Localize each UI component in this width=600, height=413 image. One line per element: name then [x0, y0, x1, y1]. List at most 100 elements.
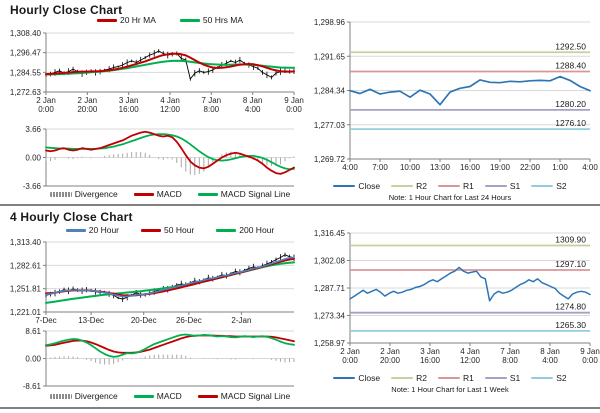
- hourly-macd-legend: Divergence MACD MACD Signal Line: [46, 189, 294, 199]
- svg-text:1,258.97: 1,258.97: [314, 339, 346, 348]
- hourly-close-chart: 1,272.631,284.551,296.471,308.402 Jan0:0…: [10, 29, 304, 114]
- svg-text:8 Jan: 8 Jan: [540, 347, 560, 356]
- svg-text:1,282.61: 1,282.61: [10, 261, 42, 270]
- legend-item-close-week: Close: [333, 373, 380, 383]
- svg-text:7-Dec: 7-Dec: [35, 316, 56, 325]
- macd-signal-legend-swatch: [197, 192, 218, 196]
- week-pivot-legend: Close R2 R1 S1 S2: [305, 373, 595, 383]
- legend-item-20hr-ma: 20 Hr MA: [96, 15, 156, 25]
- svg-text:16:00: 16:00: [420, 356, 441, 365]
- hourly-chart-title: Hourly Close Chart: [10, 3, 123, 17]
- svg-text:20-Dec: 20-Dec: [131, 316, 157, 325]
- legend-item-50hour: 50 Hour: [141, 225, 194, 235]
- week-chart-note: Note: 1 Hour Chart for Last 1 Week: [391, 385, 509, 394]
- svg-text:7 Jan: 7 Jan: [500, 347, 520, 356]
- r2-legend-label: R2: [416, 181, 427, 191]
- legend-item-s1: S1: [484, 181, 521, 191]
- s2-week-legend-label: S2: [556, 373, 567, 383]
- four-hourly-macd-legend: Divergence MACD MACD Signal Line: [46, 391, 294, 401]
- svg-text:3.66: 3.66: [25, 125, 41, 134]
- svg-text:1,291.65: 1,291.65: [314, 52, 346, 61]
- svg-text:1,284.34: 1,284.34: [314, 87, 346, 96]
- ma20-legend-swatch: [96, 18, 117, 22]
- svg-text:8.61: 8.61: [25, 327, 41, 336]
- s2-legend-swatch: [531, 185, 554, 187]
- svg-text:26-Dec: 26-Dec: [176, 316, 202, 325]
- svg-text:4 Jan: 4 Jan: [160, 96, 180, 105]
- hourly-ma-legend: 20 Hr MA 50 Hrs MA: [46, 15, 294, 25]
- svg-text:1,251.81: 1,251.81: [10, 285, 42, 294]
- svg-text:1,316.45: 1,316.45: [314, 229, 346, 238]
- svg-text:1,308.40: 1,308.40: [10, 29, 42, 38]
- ma200h-legend-label: 200 Hour: [239, 225, 275, 235]
- svg-text:16:00: 16:00: [119, 105, 140, 114]
- svg-text:2 Jan: 2 Jan: [78, 96, 98, 105]
- svg-text:2 Jan: 2 Jan: [340, 347, 360, 356]
- svg-text:1276.10: 1276.10: [555, 118, 586, 128]
- day-pivot-chart: 1,269.72 1,277.03 1,284.34 1,291.65 1,298.96…: [314, 18, 598, 172]
- svg-text:1,313.40: 1,313.40: [10, 238, 42, 247]
- svg-text:1280.20: 1280.20: [555, 99, 586, 109]
- legend-item-20hour: 20 Hour: [65, 225, 120, 235]
- s1-legend-swatch: [484, 185, 507, 187]
- hourly-macd-chart: -3.66 0.00 3.66: [23, 125, 295, 191]
- ma20h-legend-swatch: [65, 228, 86, 232]
- svg-text:-8.61: -8.61: [23, 382, 42, 391]
- ma50-legend-label: 50 Hrs MA: [202, 15, 244, 25]
- svg-text:4:00: 4:00: [245, 105, 261, 114]
- divergence-legend-swatch: [49, 191, 72, 197]
- r2-week-legend-swatch: [391, 377, 414, 379]
- legend-item-r1: R1: [437, 181, 474, 191]
- svg-text:8:00: 8:00: [204, 105, 220, 114]
- macd-signal-4h-legend-label: MACD Signal Line: [220, 391, 291, 401]
- s2-week-legend-swatch: [531, 377, 554, 379]
- s2-legend-label: S2: [556, 181, 567, 191]
- svg-text:1265.30: 1265.30: [555, 320, 586, 330]
- svg-text:0:00: 0:00: [342, 356, 358, 365]
- svg-text:7:00: 7:00: [372, 163, 388, 172]
- r2-week-legend-label: R2: [416, 373, 427, 383]
- legend-item-macd: MACD: [133, 189, 182, 199]
- s1-legend-label: S1: [509, 181, 521, 191]
- legend-item-macd-signal: MACD Signal Line: [197, 189, 290, 199]
- svg-text:1,296.47: 1,296.47: [10, 49, 42, 58]
- svg-text:0.00: 0.00: [25, 154, 41, 163]
- svg-text:9 Jan: 9 Jan: [284, 96, 304, 105]
- s1-week-legend-swatch: [484, 377, 507, 379]
- r2-legend-swatch: [391, 185, 414, 187]
- svg-text:9 Jan: 9 Jan: [580, 347, 600, 356]
- svg-text:0:00: 0:00: [38, 105, 54, 114]
- day-pivot-legend: Close R2 R1 S1 S2: [305, 181, 595, 191]
- macd-4h-legend-label: MACD: [156, 391, 182, 401]
- close-legend-swatch: [333, 185, 356, 187]
- legend-item-macd-4h: MACD: [133, 391, 182, 401]
- legend-item-macd-signal-4h: MACD Signal Line: [197, 391, 291, 401]
- svg-text:20:00: 20:00: [380, 356, 401, 365]
- legend-item-r2: R2: [391, 181, 427, 191]
- svg-text:1,302.08: 1,302.08: [314, 257, 346, 266]
- divergence-4h-legend-swatch: [49, 393, 72, 399]
- svg-text:1309.90: 1309.90: [555, 235, 586, 245]
- svg-text:1,221.01: 1,221.01: [10, 308, 42, 317]
- svg-text:13:00: 13:00: [430, 163, 451, 172]
- svg-text:1292.50: 1292.50: [555, 41, 586, 51]
- legend-item-s1-week: S1: [484, 373, 520, 383]
- svg-text:20:00: 20:00: [77, 105, 98, 114]
- svg-text:1,284.55: 1,284.55: [10, 68, 42, 77]
- legend-item-200hour: 200 Hour: [216, 225, 274, 235]
- svg-text:19:00: 19:00: [490, 163, 511, 172]
- svg-text:4:00: 4:00: [542, 356, 558, 365]
- legend-item-divergence-4h: Divergence: [49, 391, 118, 401]
- ma20h-legend-label: 20 Hour: [88, 225, 120, 235]
- svg-text:1:00: 1:00: [552, 163, 568, 172]
- macd-signal-4h-legend-swatch: [197, 394, 218, 398]
- legend-item-close: Close: [333, 181, 380, 191]
- svg-text:7 Jan: 7 Jan: [202, 96, 222, 105]
- bottom-divider: [0, 407, 600, 409]
- r1-week-legend-label: R1: [462, 373, 474, 383]
- week-pivot-chart: 1,258.97 1,273.34 1,287.71 1,302.08 1,316.45…: [314, 229, 600, 365]
- svg-text:3 Jan: 3 Jan: [420, 347, 440, 356]
- svg-text:1297.10: 1297.10: [555, 259, 586, 269]
- close-week-legend-label: Close: [358, 373, 381, 383]
- legend-item-divergence: Divergence: [49, 189, 118, 199]
